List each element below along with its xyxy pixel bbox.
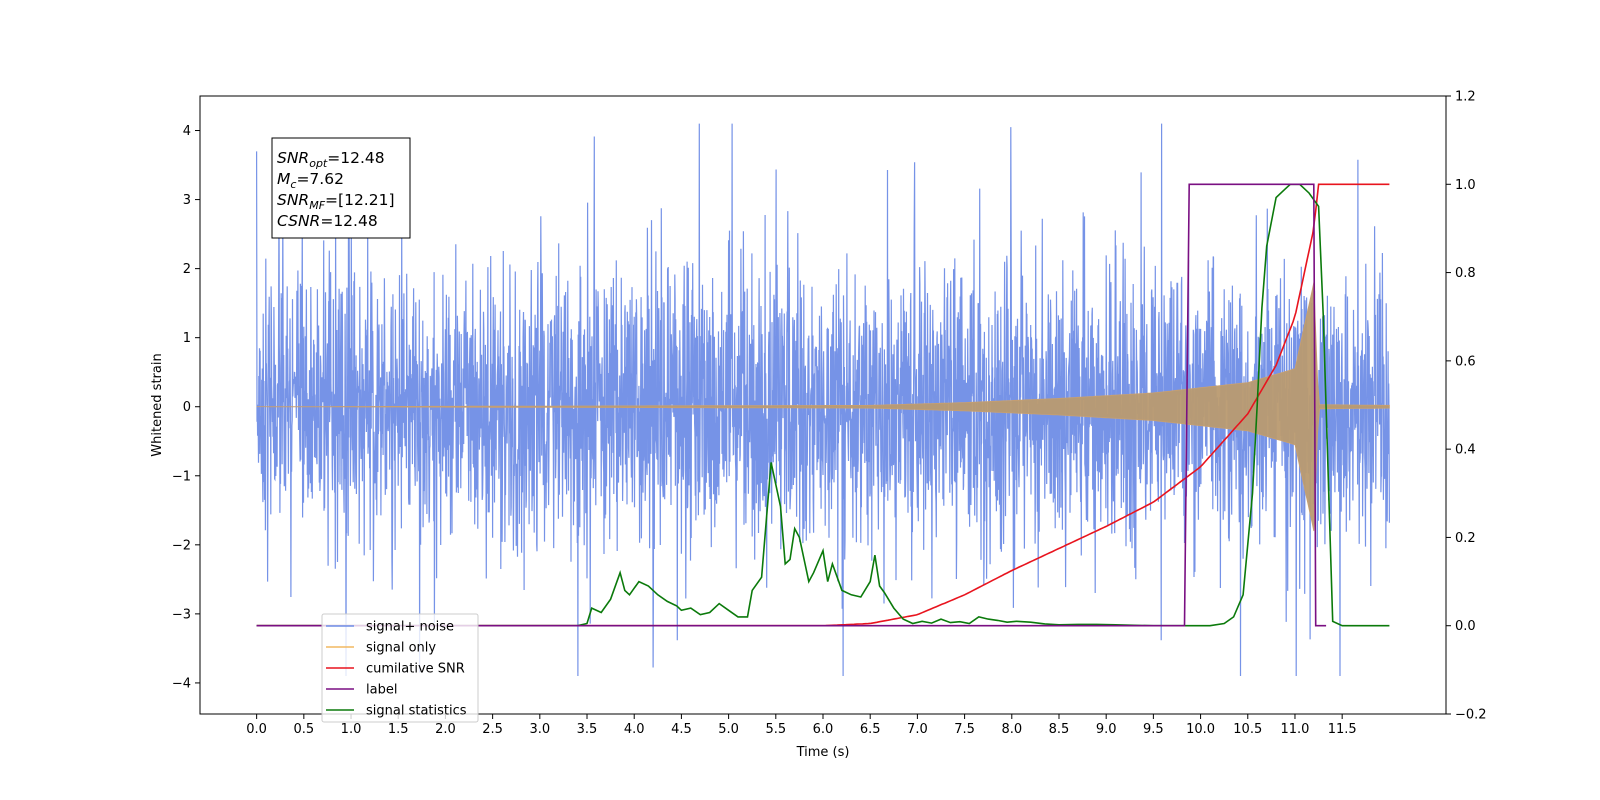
- x-tick-label: 9.5: [1143, 722, 1164, 737]
- x-tick-label: 4.5: [671, 722, 692, 737]
- legend-label: signal statistics: [366, 704, 467, 719]
- legend-label: signal+ noise: [366, 620, 454, 635]
- y-left-tick-label: 0: [183, 400, 191, 415]
- legend-label: signal only: [366, 641, 436, 656]
- x-tick-label: 1.0: [341, 722, 362, 737]
- annotation-line: Mc=7.62: [277, 170, 344, 191]
- x-tick-label: 11.0: [1280, 722, 1309, 737]
- x-tick-label: 7.5: [954, 722, 975, 737]
- y-left-tick-label: −1: [172, 469, 191, 484]
- x-axis-label: Time (s): [796, 745, 850, 760]
- x-tick-label: 3.0: [529, 722, 550, 737]
- series-signal-statistics: [256, 183, 1390, 627]
- legend-label: label: [366, 683, 397, 698]
- y-left-tick-label: 3: [183, 193, 191, 208]
- x-tick-label: 9.0: [1096, 722, 1117, 737]
- x-tick-label: 10.5: [1233, 722, 1262, 737]
- legend-frame: [321, 613, 479, 723]
- x-tick-label: 8.5: [1049, 722, 1070, 737]
- x-tick-label: 4.0: [624, 722, 645, 737]
- plot-area: [256, 123, 1390, 677]
- x-tick-label: 10.0: [1186, 722, 1215, 737]
- y-left-tick-label: −2: [172, 538, 191, 553]
- legend: signal+ noise signal only cumilative SNR la…: [321, 613, 479, 723]
- annotation-frame: [271, 137, 411, 239]
- x-tick-label: 5.0: [718, 722, 739, 737]
- series-signal-noise: [256, 123, 1390, 677]
- x-tick-label: 8.0: [1001, 722, 1022, 737]
- annotation-box: SNRopt=12.48Mc=7.62SNRMF=[12.21]CSNR=12.…: [271, 137, 411, 239]
- x-tick-label: 1.5: [388, 722, 409, 737]
- x-tick-label: 0.5: [293, 722, 314, 737]
- y-right-tick-label: 1.0: [1455, 178, 1476, 193]
- series-label: [256, 183, 1327, 627]
- x-tick-label: 2.0: [435, 722, 456, 737]
- y-left-tick-label: −4: [172, 676, 191, 691]
- y-left-tick-label: 1: [183, 331, 191, 346]
- x-tick-label: 6.5: [860, 722, 881, 737]
- annotation-line: SNRopt=12.48: [277, 149, 385, 170]
- x-tick-label: 2.5: [482, 722, 503, 737]
- annotation-line: CSNR=12.48: [277, 212, 378, 230]
- x-tick-label: 11.5: [1328, 722, 1357, 737]
- y-right-tick-label: 0.6: [1455, 354, 1476, 369]
- x-tick-label: 7.0: [907, 722, 928, 737]
- annotation-line: SNRMF=[12.21]: [277, 191, 395, 212]
- legend-label: cumilative SNR: [366, 662, 465, 677]
- y-left-tick-label: −3: [172, 607, 191, 622]
- x-tick-label: 0.0: [246, 722, 267, 737]
- ticks: 0.0 0.5 1.0 1.5 2.0 2.5 3.0 3.5 4.0 4.5 5.0 5.5 6.0 6…: [172, 90, 1487, 738]
- y-left-tick-label: 4: [183, 124, 191, 139]
- x-tick-label: 6.0: [813, 722, 834, 737]
- x-tick-label: 3.5: [577, 722, 598, 737]
- y-axis-label: Whitened strain: [150, 353, 165, 456]
- y-left-tick-label: 2: [183, 262, 191, 277]
- y-right-tick-label: 0.2: [1455, 531, 1476, 546]
- y-right-tick-label: −0.2: [1455, 708, 1487, 723]
- y-right-tick-label: 0.8: [1455, 266, 1476, 281]
- y-right-tick-label: 0.0: [1455, 619, 1476, 634]
- series-signal-only: [256, 282, 1390, 532]
- y-right-tick-label: 0.4: [1455, 443, 1476, 458]
- x-tick-label: 5.5: [765, 722, 786, 737]
- y-right-tick-label: 1.2: [1455, 90, 1476, 105]
